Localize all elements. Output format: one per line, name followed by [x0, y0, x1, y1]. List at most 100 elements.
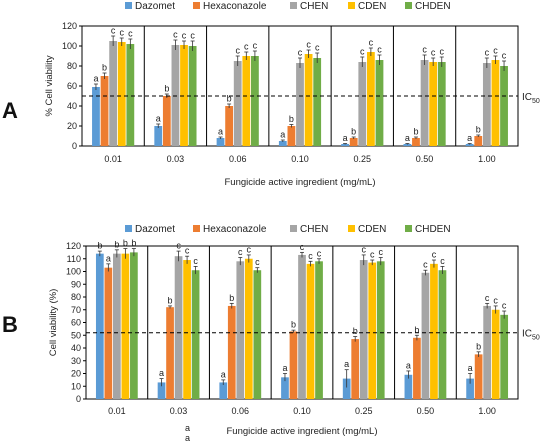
bar-chen: [482, 63, 491, 146]
bar-hexaconazole: [351, 339, 360, 399]
bar-dazomet: [403, 144, 412, 146]
y-tick-label: 10: [71, 381, 81, 391]
y-tick-label: 70: [71, 305, 81, 315]
y-tick-label: 20: [71, 369, 81, 379]
significance-letter: a: [343, 133, 348, 143]
bar-dazomet: [154, 126, 163, 146]
significance-letter: b: [114, 239, 119, 249]
bar-chden: [376, 261, 385, 399]
significance-letter: c: [361, 244, 366, 254]
bar-chden: [500, 66, 508, 146]
ic50-label-subscript: 50: [532, 98, 540, 105]
significance-letter: a: [106, 253, 111, 263]
y-axis-label: Cell viability (%): [48, 289, 59, 357]
bar-cden: [244, 258, 253, 399]
significance-letter: b: [353, 326, 358, 336]
significance-letter: c: [300, 242, 305, 252]
significance-letter: a: [218, 127, 223, 137]
significance-letter: c: [247, 244, 252, 254]
significance-letter: c: [193, 256, 198, 266]
significance-letter: a: [467, 133, 472, 143]
legend-label: CHDEN: [415, 224, 451, 235]
significance-letter: c: [308, 251, 313, 261]
bar-hexaconazole: [474, 136, 483, 146]
significance-letter: c: [370, 250, 375, 260]
significance-letter: c: [173, 30, 178, 40]
ic50-label: IC50: [522, 329, 540, 342]
x-tick-label: 1.00: [478, 154, 496, 164]
significance-letter: a: [159, 368, 164, 378]
bar-cden: [180, 45, 188, 146]
significance-letter: b: [414, 325, 419, 335]
ic50-label-main: IC: [522, 329, 532, 340]
significance-letter: b: [476, 125, 481, 135]
significance-letter: a: [282, 363, 287, 373]
bar-cden: [491, 309, 500, 399]
bar-chen: [112, 253, 121, 399]
significance-letter: c: [440, 256, 445, 266]
y-tick-label: 0: [72, 141, 77, 151]
bar-hexaconazole: [162, 96, 171, 146]
legend-label: CHEN: [300, 224, 328, 235]
y-tick-label: 90: [71, 279, 81, 289]
bar-chden: [191, 270, 200, 399]
bar-chden: [437, 62, 446, 146]
significance-letter: b: [227, 94, 232, 104]
bar-hexaconazole: [413, 337, 421, 399]
stray-letter-2: a: [185, 433, 190, 443]
panel-label-b: B: [2, 312, 18, 337]
significance-letter: a: [221, 369, 226, 379]
stray-letter-1: a: [185, 423, 190, 433]
significance-letter: c: [253, 41, 258, 51]
y-tick-label: 40: [71, 343, 81, 353]
significance-letter: a: [468, 363, 473, 373]
legend-label: Hexaconazole: [203, 224, 267, 235]
bar-chen: [296, 63, 304, 146]
bar-chen: [236, 261, 245, 399]
y-tick-label: 50: [71, 330, 81, 340]
significance-letter: c: [176, 241, 181, 251]
bar-chden: [251, 56, 259, 146]
significance-letter: c: [315, 43, 320, 53]
significance-letter: b: [131, 238, 136, 248]
bar-chden: [315, 261, 323, 399]
significance-letter: c: [182, 31, 187, 41]
significance-letter: c: [369, 38, 374, 48]
significance-letter: a: [406, 360, 411, 370]
bar-cden: [117, 42, 126, 146]
bar-chden: [253, 270, 262, 399]
bar-chden: [130, 252, 138, 399]
bar-dazomet: [278, 141, 287, 146]
significance-letter: b: [476, 341, 481, 351]
x-tick-label: 0.06: [232, 406, 250, 416]
bar-chen: [233, 61, 242, 146]
x-tick-label: 0.06: [229, 154, 247, 164]
significance-letter: c: [238, 247, 243, 257]
x-axis-label: Fungicide active ingredient (mg/mL): [226, 426, 377, 437]
significance-letter: c: [440, 47, 445, 57]
significance-letter: c: [431, 48, 436, 58]
significance-letter: c: [493, 295, 498, 305]
legend-swatch: [348, 225, 355, 232]
significance-letter: c: [185, 246, 190, 256]
x-axis-label: Fungicide active ingredient (mg/mL): [224, 177, 375, 188]
bar-hexaconazole: [412, 138, 420, 146]
bar-chden: [313, 58, 322, 146]
y-tick-label: 60: [71, 318, 81, 328]
significance-letter: c: [255, 257, 260, 267]
x-tick-label: 0.01: [104, 154, 122, 164]
legend-label: CDEN: [358, 224, 386, 235]
x-tick-label: 0.25: [354, 154, 372, 164]
panel-label-a: A: [2, 98, 18, 123]
ic50-label-subscript: 50: [532, 335, 540, 342]
bar-cden: [242, 56, 251, 146]
x-tick-label: 0.01: [108, 406, 126, 416]
bar-dazomet: [157, 382, 166, 399]
bar-chden: [375, 60, 384, 146]
significance-letter: c: [360, 47, 365, 57]
significance-letter: a: [93, 74, 98, 84]
significance-letter: c: [298, 48, 303, 58]
significance-letter: b: [289, 114, 294, 124]
